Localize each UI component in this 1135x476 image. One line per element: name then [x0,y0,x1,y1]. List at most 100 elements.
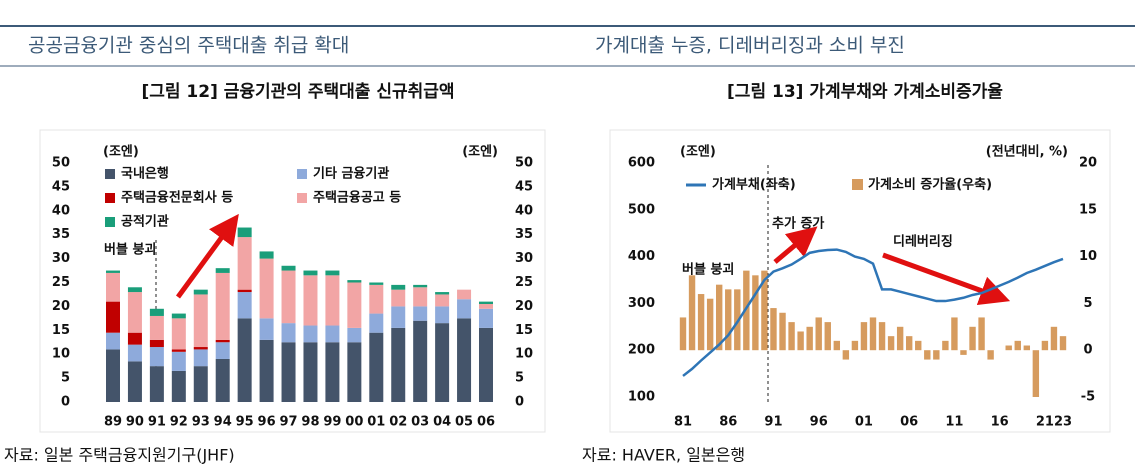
bar-segment [369,282,384,285]
bar-segment [106,301,120,333]
bar-segment [149,308,164,316]
x-tick-label: 97 [279,415,297,430]
bar [915,340,922,351]
y-tick-label: 20 [52,299,70,314]
y-tick-label: 45 [52,179,70,194]
bar [878,322,886,351]
bar [1059,336,1067,351]
bar-segment [369,313,384,333]
bar-segment [325,270,340,276]
bar-segment [149,366,164,402]
bar [1032,350,1040,397]
bar-segment [259,339,274,402]
bar-segment [369,284,384,314]
x-tick-label: 16 [991,415,1009,430]
bar-segment [171,351,186,371]
annotation: 버블 붕괴 [104,242,156,258]
y-tick-label: 50 [52,156,70,171]
bar-segment [347,327,362,343]
x-tick-label: 00 [345,415,363,430]
source-note: 자료: HAVER, 일본은행 [582,446,745,465]
legend-label: 가계소비 증가율(우축) [868,177,992,193]
plot-frame [609,129,1111,433]
bar-segment [281,265,296,271]
source-note: 자료: 일본 주택금융지원기구(JHF) [4,446,235,465]
y-tick-label: 20 [515,299,533,314]
bar-segment [193,366,208,402]
bar [797,331,804,351]
y-tick-label: 30 [52,251,70,266]
bar-segment [413,287,428,307]
bar-segment [347,282,362,328]
bar-segment [127,292,142,333]
bar [933,350,940,360]
legend-swatch [852,179,863,190]
y-tick-label: 15 [515,323,533,338]
chart-title: [그림 12] 금융기관의 주택대출 신규취급액 [141,81,454,102]
bar-segment [325,342,340,402]
bar-segment [391,327,406,402]
bar [806,326,813,351]
plot-frame [39,129,546,433]
axis-unit: (조엔) [680,144,716,160]
bar-segment [215,339,230,343]
bar-segment [259,251,274,259]
y-tick-label: 25 [52,275,70,290]
bar-segment [193,347,208,350]
bar [951,317,958,351]
bar-segment [281,270,296,324]
bar-segment [237,237,252,290]
bar-segment [106,332,120,350]
y-tick-label: 100 [628,390,655,405]
bar [887,336,895,351]
bar [860,322,868,351]
bar [770,308,777,351]
legend-label: 국내은행 [121,166,169,182]
y-tick-label: 0 [61,395,70,410]
bar-segment [347,342,362,402]
bar-segment [479,301,493,305]
bar [924,350,931,360]
legend-swatch [105,169,115,179]
bar [987,350,994,360]
line [682,248,1064,377]
bar [851,340,859,351]
bar-segment [171,370,186,402]
bar-segment [171,313,186,319]
bar [706,298,714,351]
x-tick-label: 99 [323,415,341,430]
bar-segment [435,323,450,402]
y-tick-label: 600 [628,156,655,171]
bar-segment [457,289,472,300]
bar-segment [171,318,186,350]
x-tick-label: 96 [810,415,828,430]
y-tick-label: 10 [52,347,70,362]
y-tick-label: 15 [52,323,70,338]
y-tick-label: 40 [52,203,70,218]
bar-segment [149,315,164,340]
y-tick-label: 15 [1079,202,1097,217]
bar [824,322,831,351]
bar-segment [193,294,208,348]
bar-segment [259,318,274,340]
legend-swatch [105,193,115,203]
y-tick-label: 40 [515,203,533,218]
bar-segment [127,287,142,293]
x-tick-label: 04 [433,415,451,430]
bar [715,284,723,351]
bar-segment [215,358,230,402]
x-tick-label: 94 [214,415,232,430]
bar-segment [303,270,318,276]
y-tick-label: 0 [515,395,524,410]
bar-segment [259,258,274,319]
x-tick-label: 02 [389,415,407,430]
x-tick-label: 89 [104,415,122,430]
axis-unit: (조엔) [103,144,139,160]
x-tick-label: 92 [170,415,188,430]
bar-segment [237,227,252,238]
y-tick-label: 10 [515,347,533,362]
bar [960,350,967,355]
bar-segment [193,349,208,367]
axis-unit: (조엔) [462,144,498,160]
y-tick-label: 25 [515,275,533,290]
